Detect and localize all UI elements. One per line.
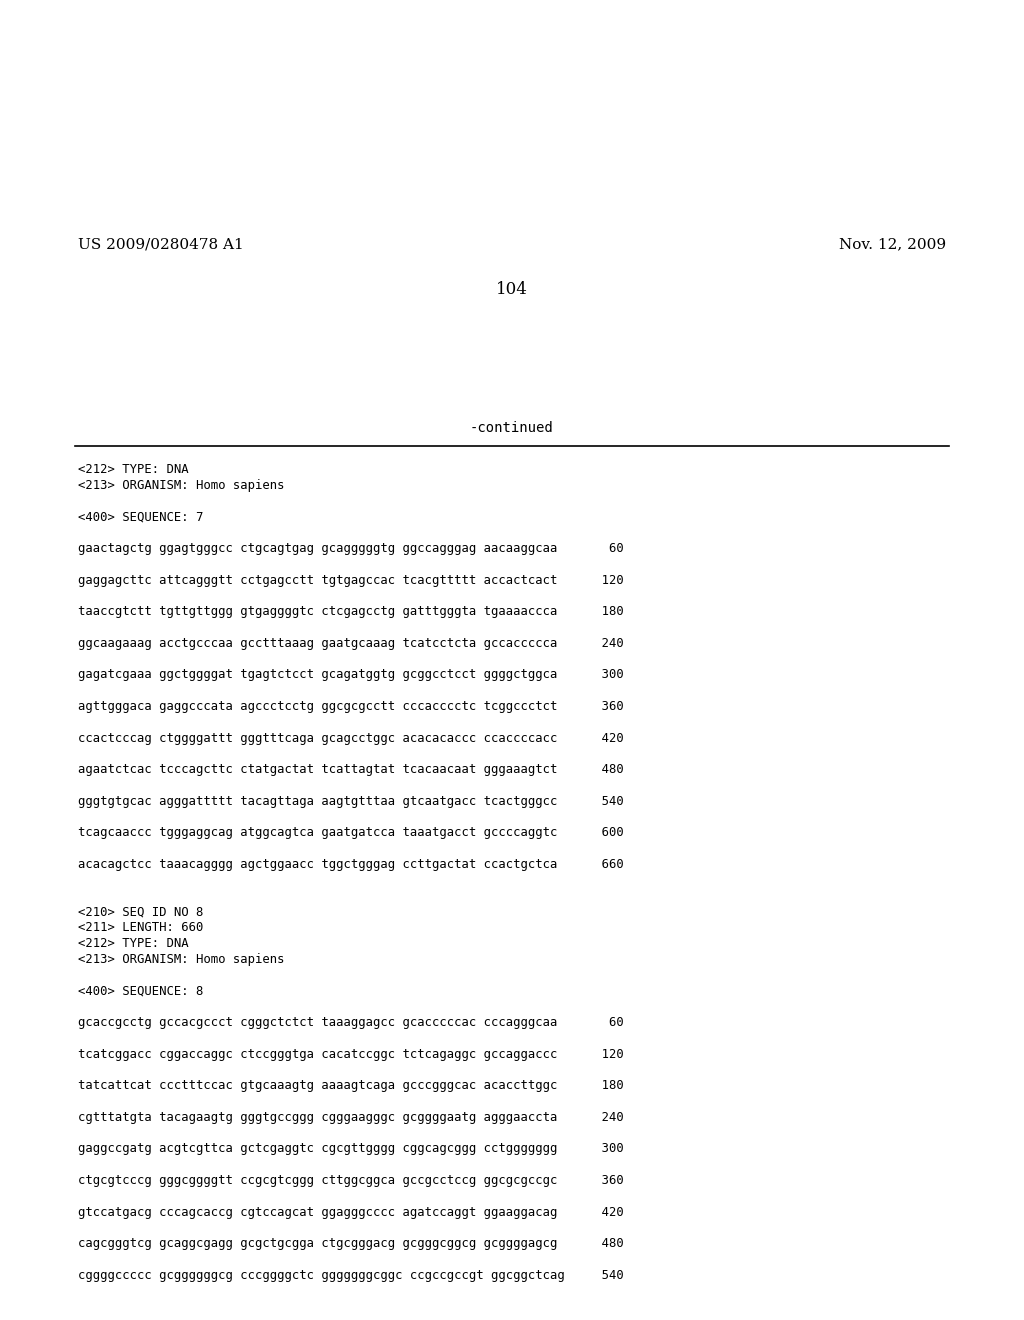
Text: -continued: -continued [470,421,554,436]
Text: gagatcgaaa ggctggggat tgagtctcct gcagatggtg gcggcctcct ggggctggca      300: gagatcgaaa ggctggggat tgagtctcct gcagatg… [78,668,624,681]
Text: taaccgtctt tgttgttggg gtgaggggtc ctcgagcctg gatttgggta tgaaaaccca      180: taaccgtctt tgttgttggg gtgaggggtc ctcgagc… [78,605,624,618]
Text: acacagctcc taaacagggg agctggaacc tggctgggag ccttgactat ccactgctca      660: acacagctcc taaacagggg agctggaacc tggctgg… [78,858,624,871]
Text: US 2009/0280478 A1: US 2009/0280478 A1 [78,238,244,251]
Text: tcatcggacc cggaccaggc ctccgggtga cacatccggc tctcagaggc gccaggaccc      120: tcatcggacc cggaccaggc ctccgggtga cacatcc… [78,1048,624,1060]
Text: 104: 104 [496,281,528,298]
Text: tcagcaaccc tgggaggcag atggcagtca gaatgatcca taaatgacct gccccaggtc      600: tcagcaaccc tgggaggcag atggcagtca gaatgat… [78,826,624,840]
Text: Nov. 12, 2009: Nov. 12, 2009 [839,238,946,251]
Text: <213> ORGANISM: Homo sapiens: <213> ORGANISM: Homo sapiens [78,479,285,492]
Text: ggcaagaaag acctgcccaa gcctttaaag gaatgcaaag tcatcctcta gccaccccca      240: ggcaagaaag acctgcccaa gcctttaaag gaatgca… [78,636,624,649]
Text: gaggagcttc attcagggtt cctgagcctt tgtgagccac tcacgttttt accactcact      120: gaggagcttc attcagggtt cctgagcctt tgtgagc… [78,574,624,586]
Text: tatcattcat ccctttccac gtgcaaagtg aaaagtcaga gcccgggcac acaccttggc      180: tatcattcat ccctttccac gtgcaaagtg aaaagtc… [78,1080,624,1092]
Text: <400> SEQUENCE: 8: <400> SEQUENCE: 8 [78,985,204,998]
Text: <212> TYPE: DNA: <212> TYPE: DNA [78,937,188,950]
Text: <212> TYPE: DNA: <212> TYPE: DNA [78,463,188,477]
Text: gggtgtgcac agggattttt tacagttaga aagtgtttaa gtcaatgacc tcactgggcc      540: gggtgtgcac agggattttt tacagttaga aagtgtt… [78,795,624,808]
Text: ctgcgtcccg gggcggggtt ccgcgtcggg cttggcggca gccgcctccg ggcgcgccgc      360: ctgcgtcccg gggcggggtt ccgcgtcggg cttggcg… [78,1173,624,1187]
Text: <211> LENGTH: 660: <211> LENGTH: 660 [78,921,204,935]
Text: ccactcccag ctggggattt gggtttcaga gcagcctggc acacacaccc ccaccccacc      420: ccactcccag ctggggattt gggtttcaga gcagcct… [78,731,624,744]
Text: agttgggaca gaggcccata agccctcctg ggcgcgcctt cccacccctc tcggccctct      360: agttgggaca gaggcccata agccctcctg ggcgcgc… [78,700,624,713]
Text: <210> SEQ ID NO 8: <210> SEQ ID NO 8 [78,906,204,919]
Text: cgtttatgta tacagaagtg gggtgccggg cgggaagggc gcggggaatg agggaaccta      240: cgtttatgta tacagaagtg gggtgccggg cgggaag… [78,1111,624,1123]
Text: gcaccgcctg gccacgccct cgggctctct taaaggagcc gcacccccac cccagggcaa       60: gcaccgcctg gccacgccct cgggctctct taaagga… [78,1016,624,1030]
Text: gaactagctg ggagtgggcc ctgcagtgag gcagggggtg ggccagggag aacaaggcaa       60: gaactagctg ggagtgggcc ctgcagtgag gcagggg… [78,543,624,554]
Text: gtccatgacg cccagcaccg cgtccagcat ggagggcccc agatccaggt ggaaggacag      420: gtccatgacg cccagcaccg cgtccagcat ggagggc… [78,1205,624,1218]
Text: cagcgggtcg gcaggcgagg gcgctgcgga ctgcgggacg gcgggcggcg gcggggagcg      480: cagcgggtcg gcaggcgagg gcgctgcgga ctgcggg… [78,1237,624,1250]
Text: agaatctcac tcccagcttc ctatgactat tcattagtat tcacaacaat gggaaagtct      480: agaatctcac tcccagcttc ctatgactat tcattag… [78,763,624,776]
Text: gaggccgatg acgtcgttca gctcgaggtc cgcgttgggg cggcagcggg cctggggggg      300: gaggccgatg acgtcgttca gctcgaggtc cgcgttg… [78,1142,624,1155]
Text: <213> ORGANISM: Homo sapiens: <213> ORGANISM: Homo sapiens [78,953,285,966]
Text: cggggccccc gcggggggcg cccggggctc gggggggcggc ccgccgccgt ggcggctcag     540: cggggccccc gcggggggcg cccggggctc ggggggg… [78,1269,624,1282]
Text: <400> SEQUENCE: 7: <400> SEQUENCE: 7 [78,511,204,524]
